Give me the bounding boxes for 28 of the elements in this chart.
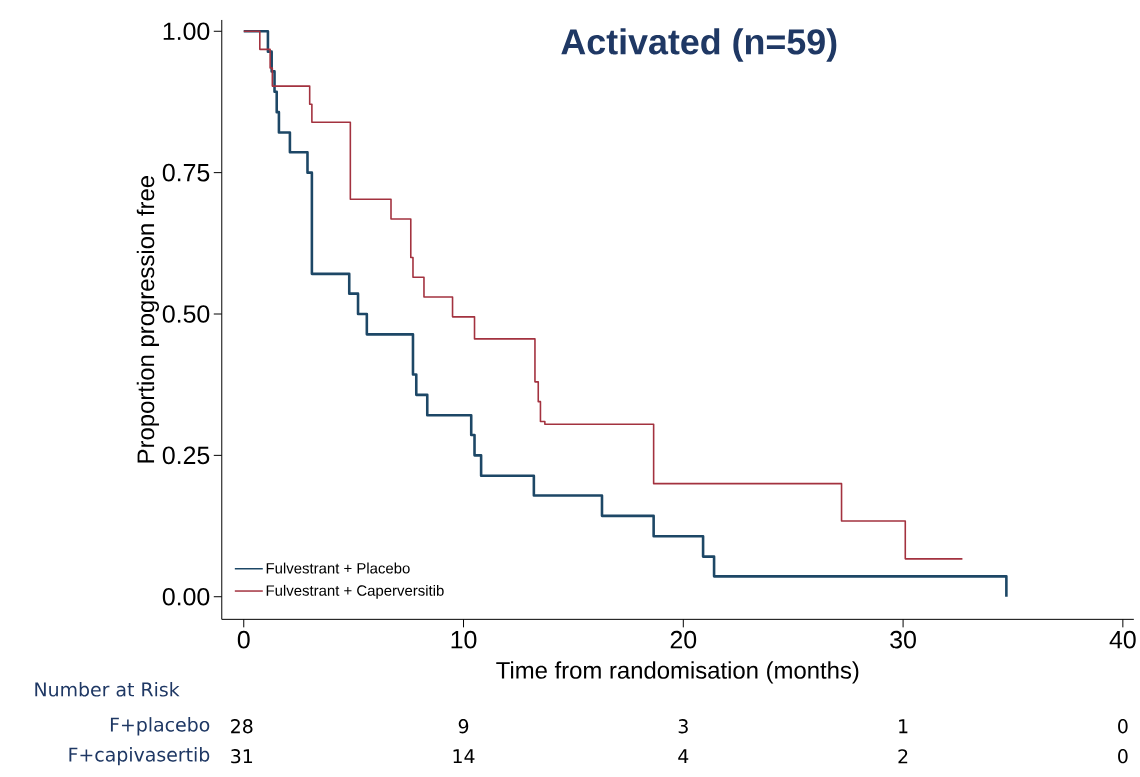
text: 28 [231,719,253,734]
chart-title: Activated (n=59) [561,28,837,62]
text: F+capivasertib [69,746,210,766]
text: 31 [231,748,253,764]
x-tick-label: 0 [237,630,250,649]
legend-label: Fulvestrant + Caperversitib [266,584,444,599]
text: F+placebo [110,717,210,736]
x-tick-label: 40 [1109,630,1136,649]
y-tick-label: 0.50 [162,305,210,323]
x-tick-label: 20 [670,630,697,649]
text: 1 [899,719,908,734]
x-tick-label: 30 [890,630,916,649]
text: 0 [1118,748,1128,764]
y-tick-label: 0.25 [162,446,210,465]
legend-label: Fulvestrant + Placebo [266,562,410,574]
text: Number at Risk [35,681,180,697]
text: 3 [678,719,688,734]
text: 2 [898,749,908,764]
y-axis-title: Proportion progression free [136,175,160,463]
x-tick-label: 10 [451,630,477,649]
y-tick-label: 0.75 [162,163,210,182]
y-tick-label: 0.00 [162,587,210,606]
text: 0 [1118,719,1128,734]
text: 9 [458,719,469,734]
text: 4 [678,749,689,764]
x-axis-title: Time from randomisation (months) [496,661,859,684]
y-tick-label: 1.00 [163,22,210,40]
text: 14 [453,749,475,764]
